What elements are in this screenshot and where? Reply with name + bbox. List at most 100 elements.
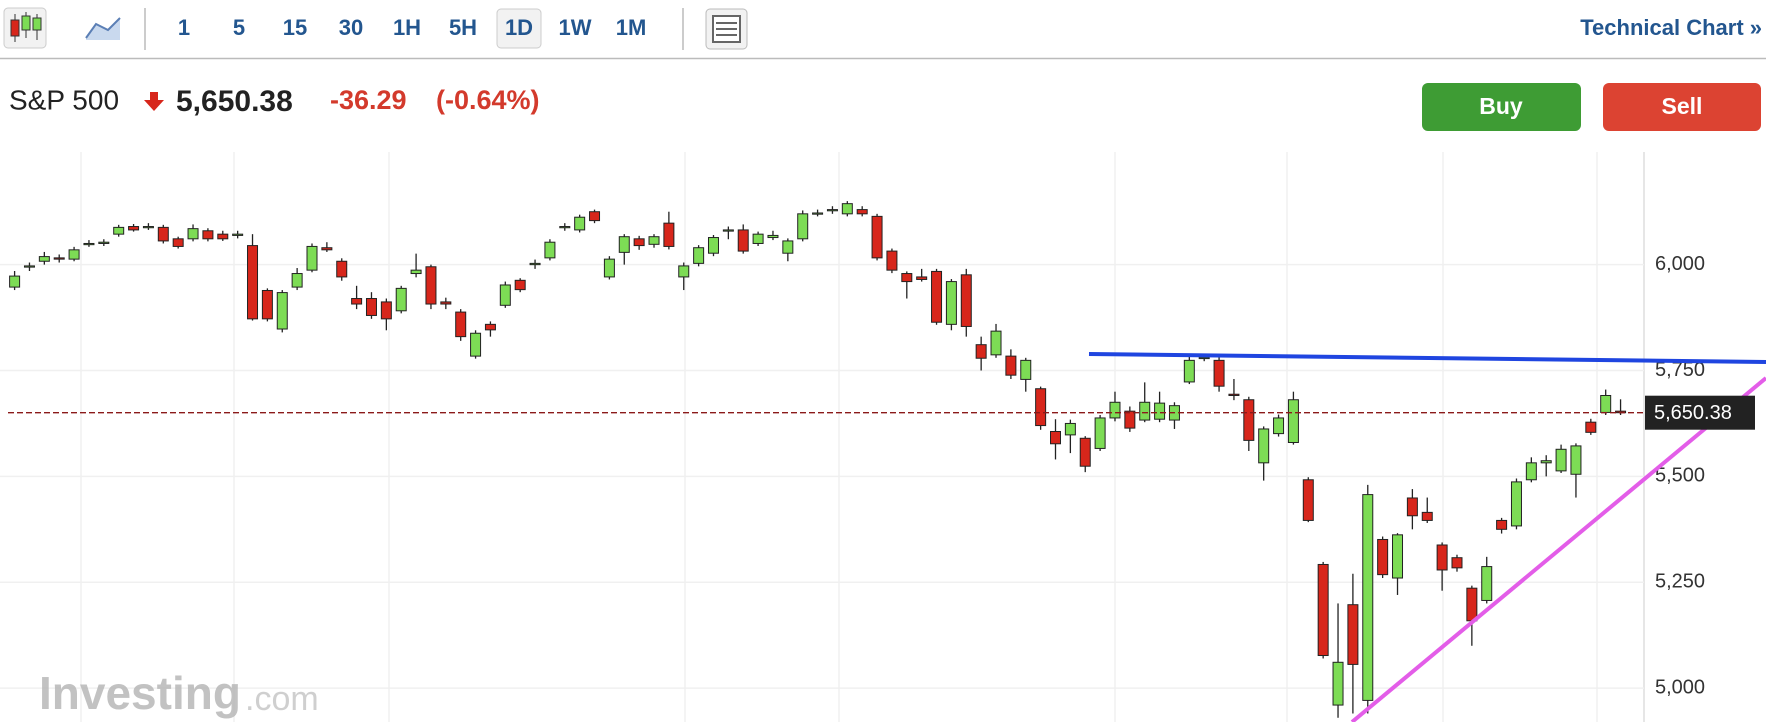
candle-body-down <box>1317 563 1329 657</box>
candle-body-down <box>1228 393 1240 396</box>
candle-body-down <box>157 226 169 242</box>
candle-body-up <box>1555 448 1567 472</box>
last-price: 5,650.38 <box>176 85 293 118</box>
candle-body-down <box>455 311 467 338</box>
candle-body-down <box>1421 511 1433 521</box>
candle-body-up <box>187 228 199 240</box>
support-trend-line <box>1350 376 1766 722</box>
interval-button[interactable]: 30 <box>339 15 363 40</box>
candle-body-down <box>128 226 140 231</box>
interval-button[interactable]: 1D <box>505 15 533 40</box>
buy-button[interactable]: Buy <box>1422 83 1581 131</box>
candle-body-up <box>707 237 719 254</box>
candle-body-down <box>931 270 943 323</box>
y-tick-label: 5,750 <box>1655 359 1705 381</box>
candle-body-down <box>1406 497 1418 517</box>
candle-body-up <box>678 265 690 278</box>
candle-body-down <box>1243 399 1255 441</box>
sell-button[interactable]: Sell <box>1603 83 1761 131</box>
candle-body-up <box>306 245 318 271</box>
candle-body-down <box>1302 479 1314 521</box>
buy-label[interactable]: Buy <box>1479 93 1523 119</box>
candle-body-up <box>559 226 571 229</box>
candle-body-up <box>83 242 95 246</box>
candle-body-up <box>1064 422 1076 436</box>
sell-label[interactable]: Sell <box>1662 93 1703 119</box>
candle-body-down <box>321 247 333 251</box>
candle-body-down <box>901 273 913 283</box>
candle-body-up <box>1481 566 1493 601</box>
resistance-line <box>1088 352 1766 364</box>
candle-body-down <box>1377 538 1389 576</box>
candle-body-down <box>1466 587 1478 622</box>
candle-body-up <box>1139 401 1151 421</box>
candle-body-up <box>499 284 511 306</box>
candle-body-up <box>529 262 541 266</box>
layout-icon[interactable] <box>705 8 748 50</box>
candle-body-down <box>1124 410 1136 429</box>
interval-button[interactable]: 5H <box>449 15 477 40</box>
candle-body-up <box>544 241 556 259</box>
candle-body-up <box>1109 401 1121 419</box>
candle-body-down <box>425 266 437 305</box>
candle-body-up <box>990 330 1002 356</box>
candle-body-down <box>737 229 749 252</box>
candle-body-up <box>1510 481 1522 527</box>
candle-body-up <box>98 241 110 244</box>
candle-body-down <box>217 233 229 240</box>
candle-body-down <box>1347 604 1359 665</box>
price-change-percent: (-0.64%) <box>436 85 540 115</box>
candle-body-down <box>202 230 214 240</box>
toolbar <box>0 0 1766 58</box>
candle-body-down <box>53 257 65 260</box>
price-box: 5,650.38 <box>1645 395 1755 430</box>
candle-body-down <box>916 276 928 280</box>
candle-body-down <box>856 209 868 215</box>
candle-body-up <box>38 256 50 262</box>
candle-body-down <box>975 344 987 359</box>
candle-body-down <box>172 238 184 247</box>
y-tick-label: 5,000 <box>1655 676 1705 698</box>
candle-body-up <box>9 275 21 288</box>
candle-body-up <box>1198 356 1210 360</box>
candle-body-up <box>648 236 660 245</box>
technical-chart-link[interactable]: Technical Chart » <box>1580 15 1762 40</box>
candle-body-up <box>1020 359 1032 380</box>
candle-body-up <box>68 249 80 260</box>
candle-body-up <box>395 287 407 312</box>
line-chart-icon[interactable] <box>85 17 121 40</box>
last-price-box <box>1645 395 1755 430</box>
candle-body-up <box>410 269 422 275</box>
candle-body-up <box>945 281 957 325</box>
interval-button[interactable]: 1M <box>616 15 647 40</box>
candle-body-down <box>663 222 675 247</box>
interval-button[interactable]: 1 <box>178 15 190 40</box>
candle-body-up <box>291 273 303 288</box>
candlestick-icon[interactable] <box>3 7 47 49</box>
watermark-suffix: .com <box>245 680 319 718</box>
interval-button[interactable]: 1W <box>559 15 592 40</box>
down-arrow <box>144 92 164 111</box>
candle-body-down <box>1079 437 1091 467</box>
candle-body-down <box>960 274 972 327</box>
candle-body-up <box>1392 534 1404 579</box>
candle-body-down <box>589 211 601 222</box>
price-change: -36.29 <box>330 85 407 115</box>
candle-body-down <box>440 301 452 305</box>
interval-button[interactable]: 5 <box>233 15 245 40</box>
interval-button[interactable]: 15 <box>283 15 307 40</box>
candle-body-down <box>1213 359 1225 387</box>
candle-body-down <box>1451 557 1463 569</box>
candle-body-down <box>1035 388 1047 427</box>
candle-body-up <box>603 258 615 278</box>
candle-body-down <box>247 245 259 320</box>
candle-body-up <box>1287 399 1299 444</box>
candle-body-up <box>1540 460 1552 464</box>
interval-button[interactable]: 1H <box>393 15 421 40</box>
candle-body-up <box>767 234 779 239</box>
candle-body-up <box>470 332 482 357</box>
candle-body-up <box>1154 402 1166 420</box>
candle-body-up <box>1570 445 1582 475</box>
candle-body-up <box>1273 417 1285 435</box>
